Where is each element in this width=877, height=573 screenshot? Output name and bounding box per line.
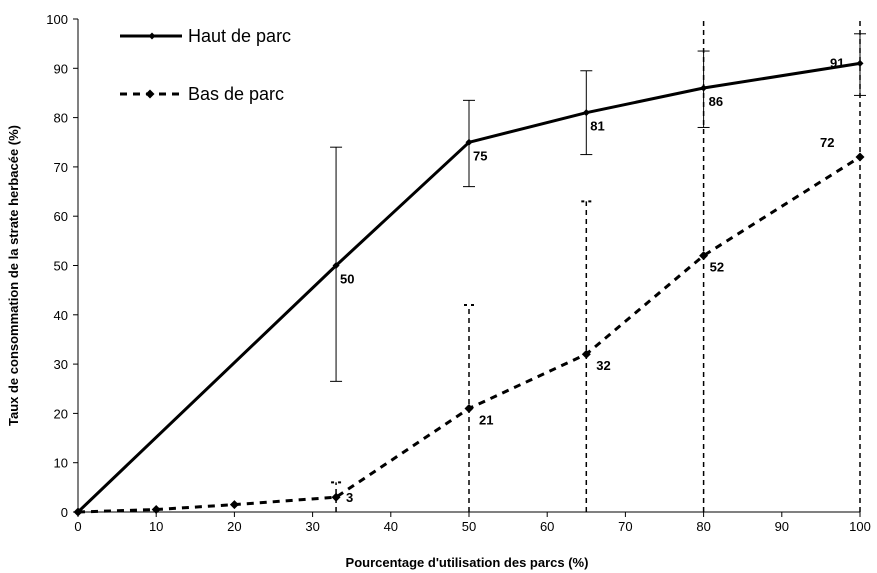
haut-de-parc-marker	[856, 59, 864, 67]
haut-de-parc-data-label: 91	[830, 55, 844, 70]
bas-de-parc-line	[77, 155, 861, 514]
y-tick-label: 40	[54, 308, 68, 323]
haut-de-parc-marker	[332, 262, 340, 269]
data-labels: 50 75 81 86 91 3 21 32 52 72	[340, 55, 844, 505]
haut-de-parc-marker	[582, 109, 590, 117]
x-tick-label: 10	[149, 519, 163, 534]
x-tick-label: 40	[384, 519, 398, 534]
data-markers	[73, 59, 865, 517]
bas-de-parc-data-label: 72	[820, 135, 834, 150]
legend-bas-de-parc-marker	[145, 89, 155, 99]
x-axis-title: Pourcentage d'utilisation des parcs (%)	[346, 555, 589, 570]
haut-de-parc-data-label: 86	[709, 94, 723, 109]
y-tick-label: 30	[54, 357, 68, 372]
legend-haut-de-parc-label: Haut de parc	[188, 26, 291, 46]
y-tick-label: 100	[46, 12, 68, 27]
x-tick-label: 90	[775, 519, 789, 534]
legend-haut-de-parc-marker	[148, 32, 156, 40]
bas-de-parc-data-label: 52	[710, 260, 724, 275]
y-tick-label: 90	[54, 61, 68, 76]
bas-de-parc-marker	[73, 507, 83, 517]
bas-de-parc-data-label: 21	[479, 412, 493, 427]
x-tick-label: 80	[696, 519, 710, 534]
legend: Haut de parc Bas de parc	[120, 26, 291, 104]
bas-de-parc-marker	[464, 403, 474, 413]
y-tick-label: 0	[61, 505, 68, 520]
x-tick-label: 60	[540, 519, 554, 534]
bas-de-parc-marker	[581, 349, 591, 359]
series-lines	[76, 61, 861, 514]
x-tick-label: 30	[305, 519, 319, 534]
x-tick-label: 100	[849, 519, 871, 534]
y-tick-label: 60	[54, 209, 68, 224]
bas-de-parc-data-label: 3	[346, 490, 353, 505]
haut-de-parc-line	[76, 61, 861, 514]
y-axis-title: Taux de consommation de la strate herbac…	[6, 125, 21, 426]
x-tick-label: 70	[618, 519, 632, 534]
legend-bas-de-parc-label: Bas de parc	[188, 84, 284, 104]
error-bars	[330, 19, 866, 512]
haut-de-parc-data-label: 50	[340, 272, 354, 287]
haut-de-parc-marker	[700, 84, 708, 92]
x-tick-label: 0	[74, 519, 81, 534]
bas-de-parc-marker	[331, 492, 341, 502]
haut-de-parc-data-label: 81	[590, 119, 604, 134]
bas-de-parc-marker	[699, 251, 709, 261]
y-tick-label: 70	[54, 160, 68, 175]
bas-de-parc-data-label: 32	[596, 358, 610, 373]
haut-de-parc-marker	[465, 138, 473, 146]
haut-de-parc-data-label: 75	[473, 148, 487, 163]
x-tick-label: 50	[462, 519, 476, 534]
bas-de-parc-marker	[151, 505, 161, 515]
bas-de-parc-marker	[855, 152, 865, 162]
x-tick-label: 20	[227, 519, 241, 534]
axes: 0 10 20 30 40 50 60 70 80 90 100 0 10 20 30 40 50 60 70 80 9…	[46, 12, 871, 534]
y-tick-label: 80	[54, 111, 68, 126]
y-tick-label: 10	[54, 456, 68, 471]
y-tick-label: 50	[54, 259, 68, 274]
y-tick-label: 20	[54, 406, 68, 421]
bas-de-parc-marker	[229, 500, 239, 510]
